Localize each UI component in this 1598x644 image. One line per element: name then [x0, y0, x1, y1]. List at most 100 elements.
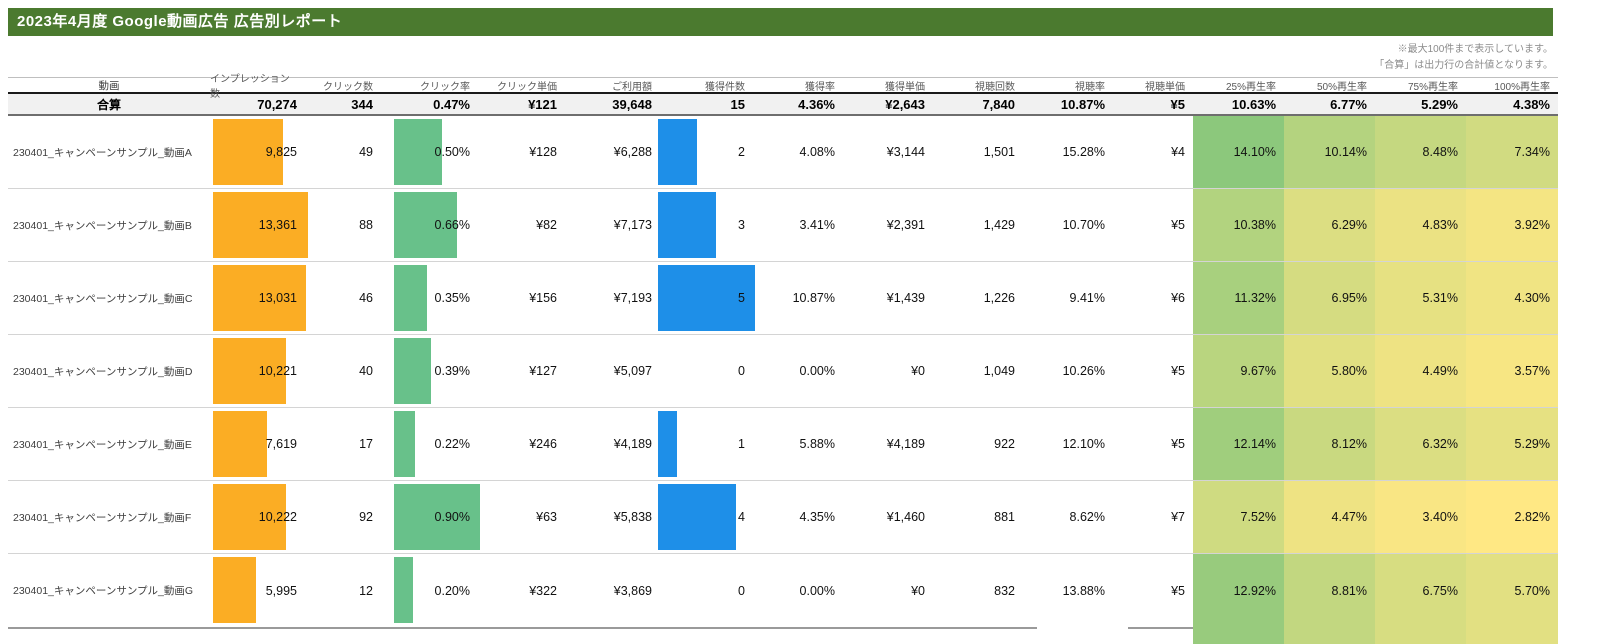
ctr-cell: 0.39% — [376, 335, 480, 407]
header-row: 動画 インプレッション数 クリック数 クリック率 クリック単価 ご利用額 獲得件… — [8, 74, 1558, 100]
heat-cell-play75: 4.83% — [1375, 189, 1466, 261]
total-cpa: ¥2,643 — [885, 96, 925, 112]
impressions-cell: 13,361 — [210, 189, 310, 261]
clicks-cell: 49 — [359, 145, 373, 159]
report-notes: ※最大100件まで表示しています。 「合算」は出力行の合計値となります。 — [1374, 42, 1553, 74]
cost-cell: ¥5,097 — [613, 364, 652, 378]
conversions-bar — [658, 192, 716, 258]
cpv-cell: ¥5 — [1171, 218, 1185, 232]
cost-cell: ¥4,189 — [613, 437, 652, 451]
column-header-cvr: 獲得率 — [805, 81, 835, 93]
view-rate-cell: 10.70% — [1062, 218, 1105, 232]
heat-cell-play25: 9.67% — [1193, 335, 1284, 407]
cpv-cell: ¥5 — [1171, 437, 1185, 451]
total-cpv: ¥5 — [1170, 96, 1185, 112]
clicks-cell: 17 — [359, 437, 373, 451]
heat-cell-play100: 4.30% — [1466, 262, 1558, 334]
cpv-cell: ¥5 — [1171, 583, 1185, 598]
cpa-cell: ¥1,439 — [886, 291, 925, 305]
view-rate-cell: 15.28% — [1062, 145, 1105, 159]
conversions-cell: 2 — [655, 116, 755, 188]
partial-heat-cell-play100 — [1466, 627, 1558, 644]
video-name-cell: 230401_キャンペーンサンプル_動画D — [13, 365, 193, 378]
ctr-cell: 0.22% — [376, 408, 480, 480]
table-body: 230401_キャンペーンサンプル_動画A 9,825 49 0.50% ¥12… — [8, 116, 1558, 627]
total-cpc: ¥121 — [528, 96, 557, 112]
conversions-bar — [658, 484, 736, 550]
cvr-cell: 3.41% — [799, 218, 835, 232]
ctr-cell: 0.66% — [376, 189, 480, 261]
views-cell: 922 — [994, 437, 1015, 451]
heat-cell-play75: 3.40% — [1375, 481, 1466, 553]
video-name-cell: 230401_キャンペーンサンプル_動画C — [13, 292, 193, 305]
cvr-cell: 4.08% — [799, 145, 835, 159]
heat-cell-play100: 2.82% — [1466, 481, 1558, 553]
cpc-cell: ¥63 — [536, 510, 557, 524]
column-header-ctr: クリック率 — [420, 81, 470, 93]
impressions-bar — [213, 338, 286, 404]
clicks-cell: 12 — [359, 583, 373, 598]
total-clicks: 344 — [351, 96, 373, 112]
cpc-cell: ¥322 — [529, 583, 557, 598]
heat-cell-play100: 7.34% — [1466, 116, 1558, 188]
cpa-cell: ¥4,189 — [886, 437, 925, 451]
heat-cell-play75: 6.75% — [1375, 554, 1466, 627]
column-header-views: 視聴回数 — [975, 81, 1015, 93]
video-name-cell: 230401_キャンペーンサンプル_動画G — [13, 585, 194, 597]
heat-cell-play25: 7.52% — [1193, 481, 1284, 553]
conversions-bar — [658, 411, 677, 477]
column-header-play100: 100%再生率 — [1494, 81, 1550, 93]
heat-cell-play75: 5.31% — [1375, 262, 1466, 334]
impressions-cell: 5,995 — [210, 554, 310, 627]
ctr-cell: 0.90% — [376, 481, 480, 553]
total-cost: 39,648 — [612, 96, 652, 112]
total-play75: 5.29% — [1421, 96, 1458, 112]
cost-cell: ¥7,173 — [613, 218, 652, 232]
ctr-bar — [394, 557, 413, 623]
cvr-cell: 5.88% — [799, 437, 835, 451]
total-views: 7,840 — [982, 96, 1015, 112]
conversions-cell: 3 — [655, 189, 755, 261]
cpv-cell: ¥5 — [1171, 364, 1185, 378]
bottom-border-segment-left — [8, 627, 1037, 629]
ctr-bar — [394, 265, 427, 331]
column-header-view-rate: 視聴率 — [1075, 81, 1105, 93]
heat-cell-play50: 8.81% — [1284, 554, 1375, 627]
total-ctr: 0.47% — [433, 96, 470, 112]
heat-cell-play25: 11.32% — [1193, 262, 1284, 334]
column-header-play25: 25%再生率 — [1225, 81, 1276, 93]
heat-cell-play25: 10.38% — [1193, 189, 1284, 261]
impressions-bar — [213, 192, 308, 258]
report-title: 2023年4月度 Google動画広告 広告別レポート — [17, 13, 343, 30]
conversions-cell: 1 — [655, 408, 755, 480]
impressions-cell: 13,031 — [210, 262, 310, 334]
cpa-cell: ¥0 — [911, 364, 925, 378]
total-conversions: 15 — [730, 96, 745, 112]
total-cvr: 4.36% — [798, 96, 835, 112]
view-rate-cell: 12.10% — [1062, 437, 1105, 451]
cpc-cell: ¥82 — [536, 218, 557, 232]
heat-cell-play25: 12.14% — [1193, 408, 1284, 480]
table-row: 230401_キャンペーンサンプル_動画B 13,361 88 0.66% ¥8… — [8, 189, 1558, 262]
ctr-cell: 0.50% — [376, 116, 480, 188]
heat-cell-play50: 5.80% — [1284, 335, 1375, 407]
column-header-video: 動画 — [98, 79, 120, 92]
column-header-clicks: クリック数 — [323, 81, 373, 93]
partial-heat-cell-play25 — [1193, 627, 1284, 644]
heat-cell-play50: 4.47% — [1284, 481, 1375, 553]
impressions-cell: 10,222 — [210, 481, 310, 553]
video-name-cell: 230401_キャンペーンサンプル_動画B — [13, 219, 192, 232]
column-header-conversions: 獲得件数 — [705, 81, 745, 93]
report-table: 動画 インプレッション数 クリック数 クリック率 クリック単価 ご利用額 獲得件… — [8, 74, 1558, 644]
impressions-bar — [213, 411, 267, 477]
column-header-cpv: 視聴単価 — [1145, 81, 1185, 93]
conversions-cell: 0 — [738, 364, 745, 378]
heat-cell-play75: 4.49% — [1375, 335, 1466, 407]
cpa-cell: ¥3,144 — [886, 145, 925, 159]
cost-cell: ¥5,838 — [613, 510, 652, 524]
views-cell: 1,501 — [983, 145, 1015, 159]
impressions-cell: 9,825 — [210, 116, 310, 188]
video-name-cell: 230401_キャンペーンサンプル_動画F — [13, 511, 192, 524]
heat-cell-play50: 10.14% — [1284, 116, 1375, 188]
